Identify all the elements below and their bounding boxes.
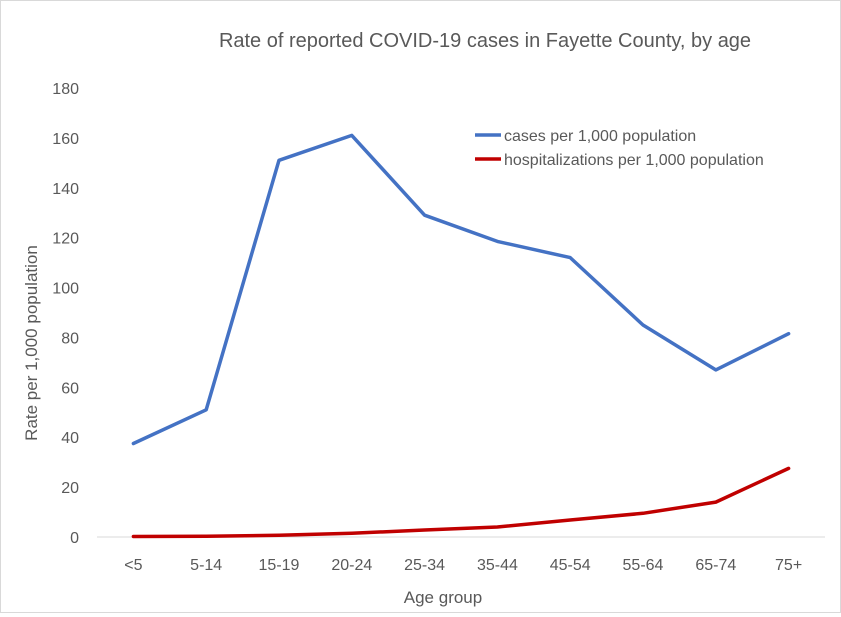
x-tick-label: 45-54 [550,557,591,574]
y-tick-label: 160 [52,131,79,148]
series-line-2 [131,466,791,539]
x-tick-labels: <5 5-14 15-19 20-24 25-34 35-44 45-54 55-64 65-7… [124,557,802,574]
x-tick-label: 5-14 [190,557,222,574]
y-tick-label: 20 [61,480,79,497]
x-tick-label: 75+ [775,557,802,574]
x-tick-label: 35-44 [477,557,518,574]
y-tick-label: 100 [52,281,79,298]
x-tick-label: 25-34 [404,557,445,574]
y-tick-label: 0 [70,530,79,547]
legend: cases per 1,000 population hospitalizatio… [475,128,764,169]
x-tick-label: 15-19 [259,557,300,574]
y-tick-label: 80 [61,330,79,347]
x-tick-label: 20-24 [331,557,372,574]
x-tick-label: <5 [124,557,142,574]
legend-label: cases per 1,000 population [504,128,696,145]
series-line-1 [131,133,791,446]
x-tick-label: 55-64 [623,557,664,574]
y-tick-label: 180 [52,81,79,98]
series-lines [131,133,791,539]
y-tick-label: 40 [61,430,79,447]
chart-title: Rate of reported COVID-19 cases in Fayet… [219,30,751,52]
x-tick-label: 65-74 [695,557,736,574]
legend-label: hospitalizations per 1,000 population [504,152,764,169]
y-tick-label: 60 [61,380,79,397]
x-axis-label: Age group [404,588,482,607]
y-tick-label: 120 [52,231,79,248]
y-axis-label: Rate per 1,000 population [22,245,41,441]
y-tick-label: 140 [52,181,79,198]
y-tick-labels: 0 20 40 60 80 100 120 140 160 180 [52,81,79,547]
